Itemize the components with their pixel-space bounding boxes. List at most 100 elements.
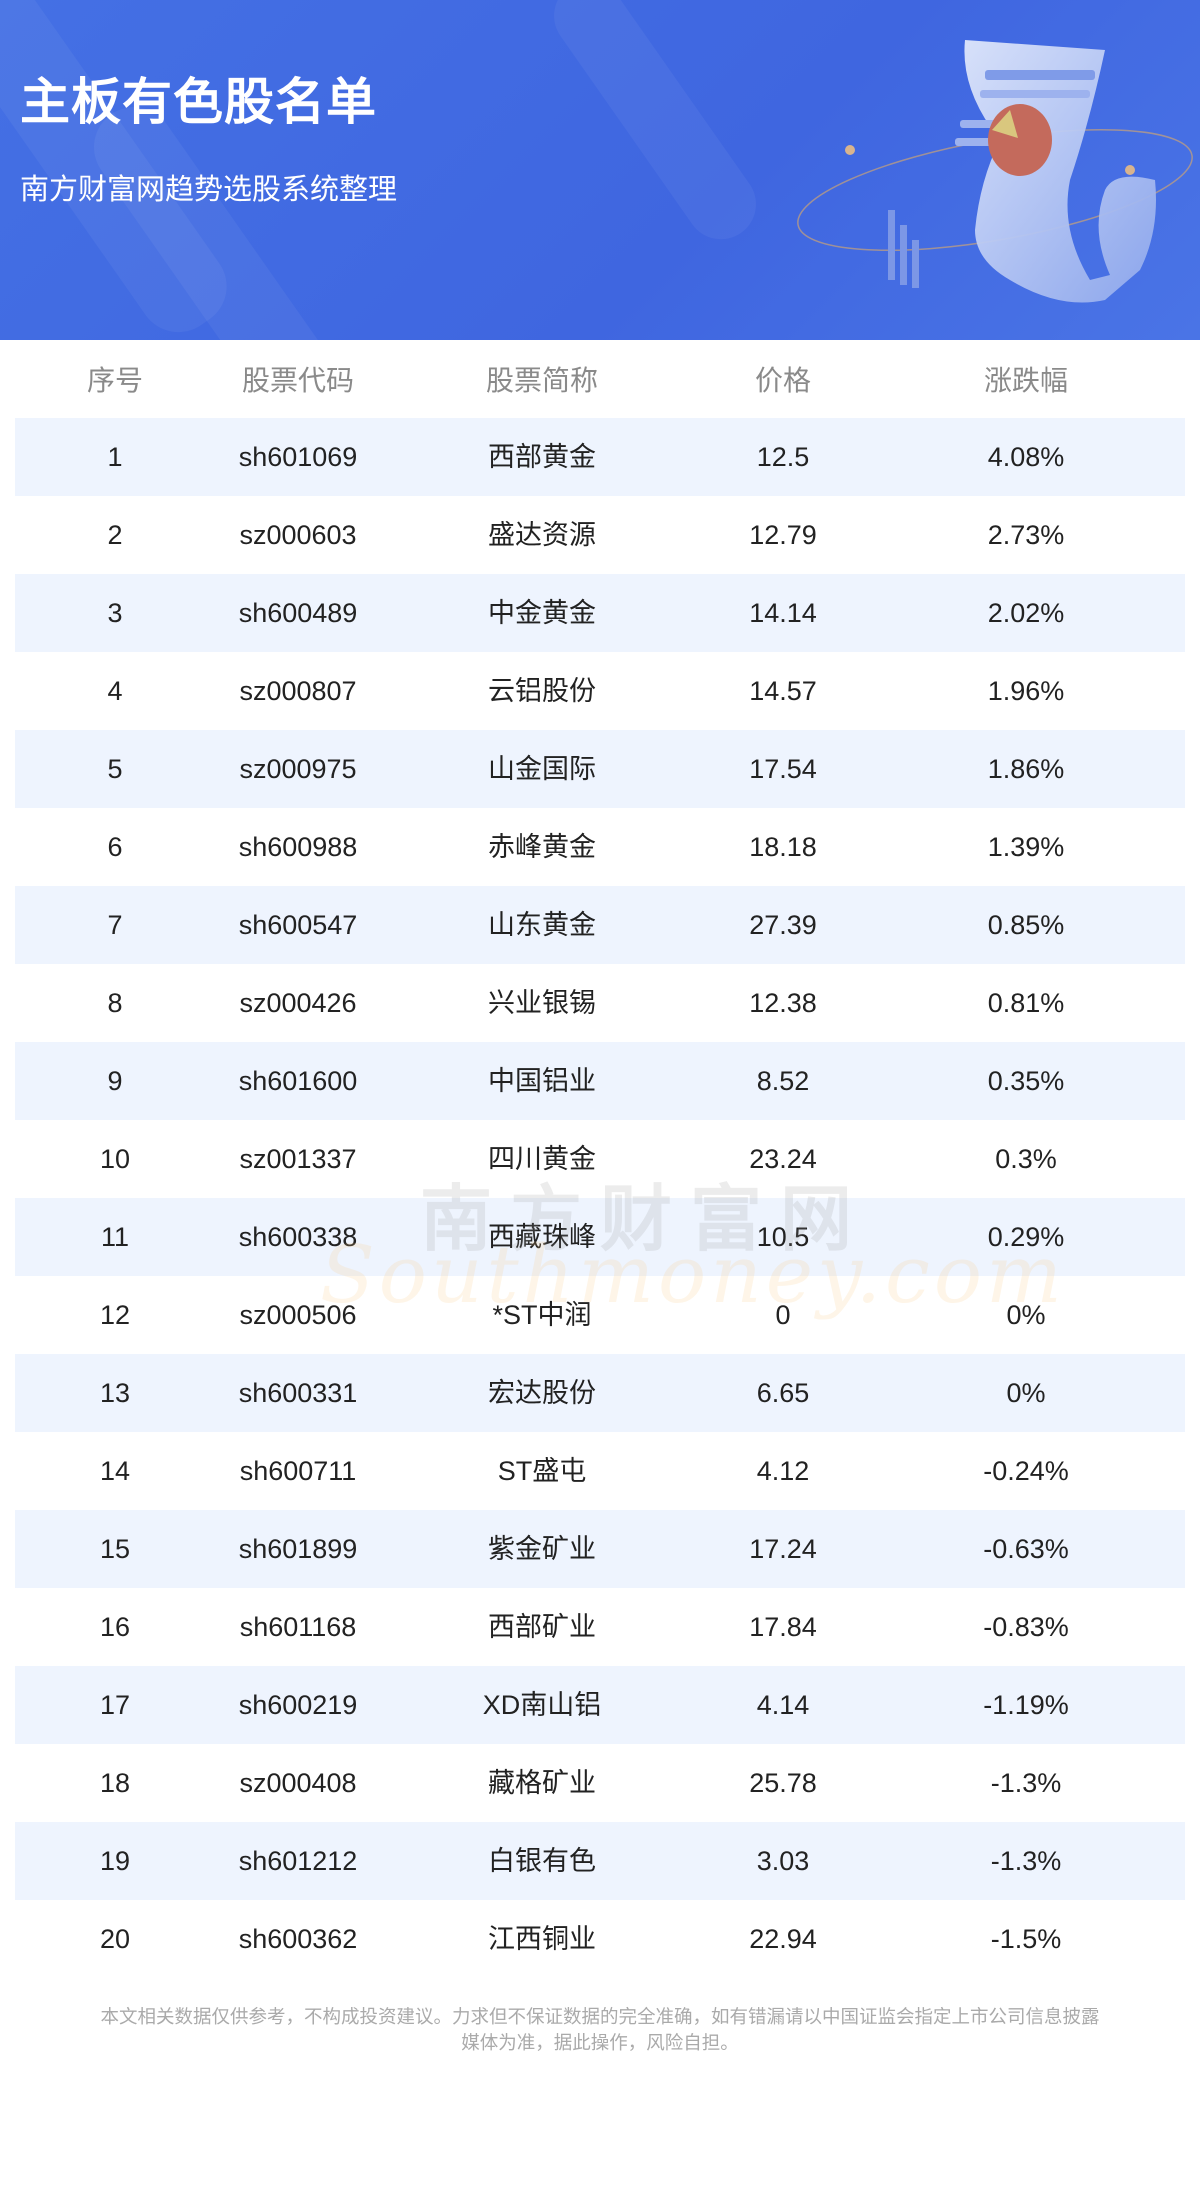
cell-name: 紫金矿业 xyxy=(488,1534,596,1564)
cell-code: sh601168 xyxy=(239,1612,357,1642)
cell-price: 8.52 xyxy=(756,1066,810,1096)
cell-change: 0% xyxy=(1006,1378,1046,1408)
cell-code: sh600331 xyxy=(238,1378,358,1408)
header-banner: 主板有色股名单 南方财富网趋势选股系统整理 xyxy=(0,0,1200,340)
cell-index: 1 xyxy=(107,442,123,472)
table-row: 6 sh600988 赤峰黄金 18.18 1.39% xyxy=(15,808,1185,886)
cell-index: 20 xyxy=(99,1924,131,1954)
cell-change: -0.24% xyxy=(983,1456,1069,1486)
cell-name: XD南山铝 xyxy=(482,1690,602,1720)
cell-change: 4.08% xyxy=(987,442,1065,472)
cell-index: 10 xyxy=(99,1144,131,1174)
cell-index: 13 xyxy=(99,1378,131,1408)
cell-price: 12.5 xyxy=(756,442,810,472)
cell-change: -1.5% xyxy=(990,1924,1062,1954)
table-row: 17 sh600219 XD南山铝 4.14 -1.19% xyxy=(15,1666,1185,1744)
cell-name: 宏达股份 xyxy=(488,1378,596,1408)
cell-code: sh600489 xyxy=(238,598,358,628)
table-row: 20 sh600362 江西铜业 22.94 -1.5% xyxy=(15,1900,1185,1978)
table-row: 13 sh600331 宏达股份 6.65 0% xyxy=(15,1354,1185,1432)
table-row: 4 sz000807 云铝股份 14.57 1.96% xyxy=(15,652,1185,730)
cell-index: 18 xyxy=(99,1768,131,1798)
disclaimer: 本文相关数据仅供参考，不构成投资建议。力求但不保证数据的完全准确，如有错漏请以中… xyxy=(0,2005,1200,2057)
table-row: 15 sh601899 紫金矿业 17.24 -0.63% xyxy=(15,1510,1185,1588)
cell-price: 23.24 xyxy=(749,1144,817,1174)
cell-name: 西藏珠峰 xyxy=(488,1222,596,1252)
cell-price: 4.12 xyxy=(756,1456,810,1486)
cell-change: 0.81% xyxy=(987,988,1065,1018)
column-header-change: 涨跌幅 xyxy=(983,364,1069,397)
cell-name: 白银有色 xyxy=(488,1846,596,1876)
cell-price: 17.24 xyxy=(749,1534,817,1564)
cell-code: sh601899 xyxy=(238,1534,358,1564)
table-row: 10 sz001337 四川黄金 23.24 0.3% xyxy=(15,1120,1185,1198)
cell-change: 2.02% xyxy=(987,598,1065,628)
column-header-index: 序号 xyxy=(86,364,144,397)
cell-code: sh600362 xyxy=(238,1924,358,1954)
cell-price: 12.79 xyxy=(749,520,817,550)
cell-change: 0.35% xyxy=(987,1066,1065,1096)
table-row: 16 sh601168 西部矿业 17.84 -0.83% xyxy=(15,1588,1185,1666)
cell-index: 6 xyxy=(107,832,123,862)
cell-price: 25.78 xyxy=(749,1768,817,1798)
table-row: 2 sz000603 盛达资源 12.79 2.73% xyxy=(15,496,1185,574)
table-row: 11 sh600338 西藏珠峰 10.5 0.29% xyxy=(15,1198,1185,1276)
cell-name: 山金国际 xyxy=(488,754,596,784)
cell-code: sz001337 xyxy=(239,1144,357,1174)
cell-change: -1.19% xyxy=(983,1690,1069,1720)
cell-change: -0.63% xyxy=(983,1534,1069,1564)
cell-change: 1.39% xyxy=(987,832,1065,862)
cell-code: sz000603 xyxy=(239,520,357,550)
cell-change: 1.86% xyxy=(987,754,1065,784)
cell-change: -1.3% xyxy=(990,1768,1062,1798)
cell-price: 12.38 xyxy=(749,988,817,1018)
cell-change: -1.3% xyxy=(990,1846,1062,1876)
cell-index: 3 xyxy=(107,598,123,628)
cell-index: 19 xyxy=(99,1846,131,1876)
cell-change: 0.3% xyxy=(995,1144,1057,1174)
cell-change: 0.85% xyxy=(987,910,1065,940)
cell-index: 2 xyxy=(107,520,123,550)
decorative-stripe xyxy=(540,0,770,253)
cell-code: sh601600 xyxy=(238,1066,358,1096)
table-row: 7 sh600547 山东黄金 27.39 0.85% xyxy=(15,886,1185,964)
cell-code: sz000975 xyxy=(239,754,357,784)
cell-name: 中国铝业 xyxy=(488,1066,596,1096)
cell-code: sz000807 xyxy=(239,676,357,706)
page-title: 主板有色股名单 xyxy=(20,73,377,131)
cell-name: 兴业银锡 xyxy=(488,988,596,1018)
cell-change: 0% xyxy=(1006,1300,1046,1330)
cell-price: 14.14 xyxy=(749,598,817,628)
disclaimer-line-1: 本文相关数据仅供参考，不构成投资建议。力求但不保证数据的完全准确，如有错漏请以中… xyxy=(100,2007,1100,2028)
cell-code: sh600988 xyxy=(238,832,358,862)
cell-code: sz000408 xyxy=(239,1768,357,1798)
cell-code: sh600219 xyxy=(238,1690,358,1720)
cell-index: 4 xyxy=(107,676,123,706)
cell-code: sh600338 xyxy=(238,1222,358,1252)
cell-name: 云铝股份 xyxy=(488,676,596,706)
cell-change: 1.96% xyxy=(987,676,1065,706)
cell-name: 四川黄金 xyxy=(488,1144,596,1174)
column-header-price: 价格 xyxy=(754,364,812,397)
cell-price: 18.18 xyxy=(749,832,817,862)
cell-index: 5 xyxy=(107,754,123,784)
cell-change: 0.29% xyxy=(987,1222,1065,1252)
cell-name: *ST中润 xyxy=(492,1300,592,1330)
table-row: 8 sz000426 兴业银锡 12.38 0.81% xyxy=(15,964,1185,1042)
cell-code: sh600711 xyxy=(239,1456,357,1486)
cell-change: -0.83% xyxy=(983,1612,1069,1642)
cell-price: 0 xyxy=(775,1300,791,1330)
disclaimer-line-2: 媒体为准，据此操作，风险自担。 xyxy=(461,2033,739,2054)
table-row: 1 sh601069 西部黄金 12.5 4.08% xyxy=(15,418,1185,496)
table-row: 9 sh601600 中国铝业 8.52 0.35% xyxy=(15,1042,1185,1120)
cell-price: 17.84 xyxy=(749,1612,817,1642)
cell-price: 22.94 xyxy=(749,1924,817,1954)
cell-name: 江西铜业 xyxy=(488,1924,596,1954)
cell-index: 11 xyxy=(100,1222,130,1252)
table-row: 19 sh601212 白银有色 3.03 -1.3% xyxy=(15,1822,1185,1900)
table-row: 12 sz000506 *ST中润 0 0% xyxy=(15,1276,1185,1354)
table-header: 序号 股票代码 股票简称 价格 涨跌幅 xyxy=(15,340,1185,418)
cell-name: 藏格矿业 xyxy=(488,1768,596,1798)
cell-name: 西部黄金 xyxy=(488,442,596,472)
cell-price: 4.14 xyxy=(756,1690,810,1720)
